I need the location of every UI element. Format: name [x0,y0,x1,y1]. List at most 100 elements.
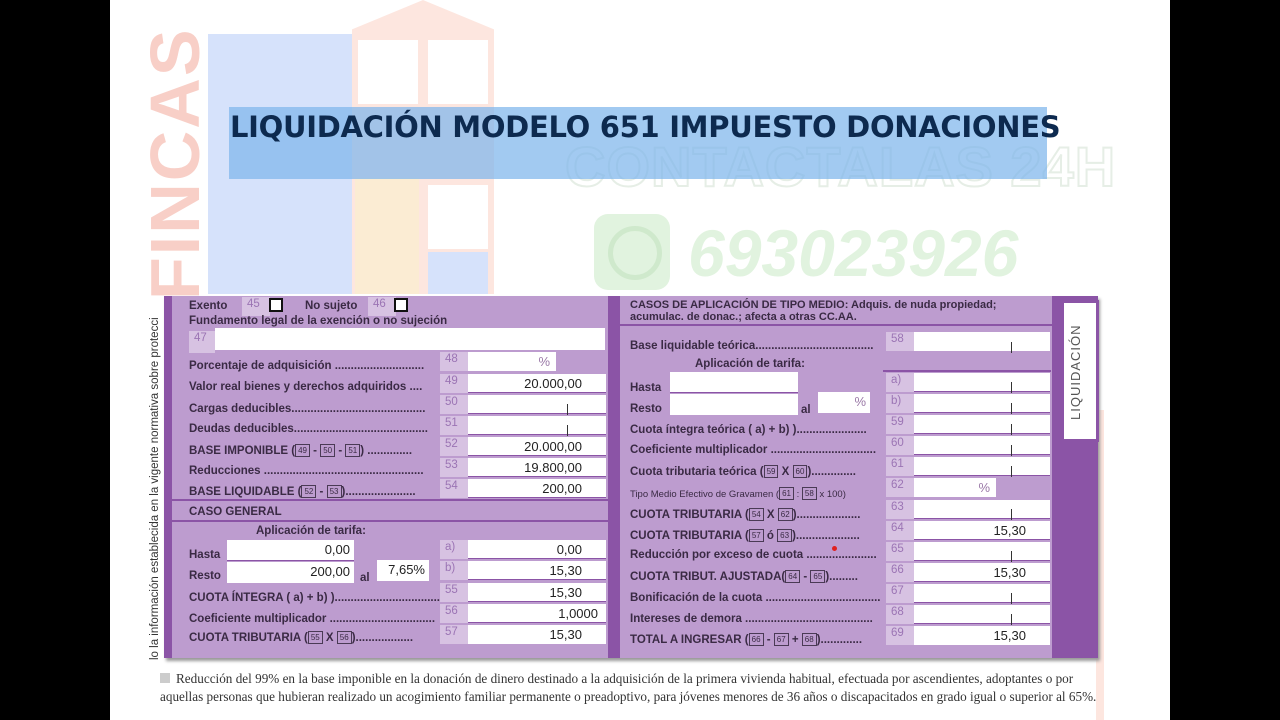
tipo-medio-header: CASOS DE APLICACIÓN DE TIPO MEDIO: Adqui… [630,299,997,323]
field-num-46: 46 [368,297,396,316]
field-value-59[interactable] [914,415,1050,435]
liquidacion-side-tab: LIQUIDACIÓN [1061,300,1099,442]
page-title: LIQUIDACIÓN MODELO 651 IMPUESTO DONACION… [230,110,1061,144]
field-value-61[interactable] [914,457,1050,477]
field-num-54: 54 [440,479,468,498]
resto-label: Resto [189,570,221,582]
field-num-60: 60 [886,436,914,455]
hasta-input[interactable]: 0,00 [227,540,354,561]
field-value-63[interactable] [914,500,1050,520]
field-value-67[interactable] [914,584,1050,604]
liquidacion-tab-label: LIQUIDACIÓN [1068,324,1083,420]
field-value-a-right[interactable] [914,373,1050,393]
caso-general-title: CASO GENERAL [189,506,282,518]
row-label-59: Cuota íntegra teórica ( a) + b) ).......… [630,424,867,436]
hasta-label: Hasta [189,549,221,561]
field-num-50: 50 [440,395,468,414]
field-num-63: 63 [886,500,914,519]
field-value-a[interactable]: 0,00 [468,540,606,559]
field-value-62[interactable]: % [914,478,996,497]
field-value-56[interactable]: 1,0000 [468,604,606,623]
row-label-66: CUOTA TRIBUT. AJUSTADA(64 - 65)......... [630,570,858,583]
row-label-48: Porcentaje de adquisición ..............… [189,360,425,372]
field-value-69[interactable]: 15,30 [914,626,1050,645]
field-value-64[interactable]: 15,30 [914,521,1050,540]
row-label-60: Coeficiente multiplicador ..............… [630,444,877,456]
slide: FINCAS CONTACTALAS 24H 693023926 LIQUIDA… [110,0,1170,720]
tipo-input[interactable]: 7,65% [377,560,429,581]
watermark-window [428,252,488,294]
field-value-50[interactable] [468,395,606,415]
field-value-55[interactable]: 15,30 [468,583,606,602]
row-label-50: Cargas deducibles.......................… [189,403,426,415]
row-label-56: Coeficiente multiplicador ..............… [189,613,436,625]
field-value-65[interactable] [914,542,1050,562]
no-sujeto-checkbox[interactable] [394,298,408,312]
field-value-49[interactable]: 20.000,00 [468,374,606,393]
row-label-57: CUOTA TRIBUTARIA (55 X 56)..............… [189,631,414,644]
watermark-brand-text: FINCAS [136,27,214,300]
aplicacion-tarifa-label: Aplicación de tarifa: [256,525,366,537]
title-banner [229,107,1047,179]
fundamento-label: Fundamento legal de la exención o no suj… [189,315,448,327]
exento-checkbox[interactable] [269,298,283,312]
field-num-55: 55 [440,583,468,602]
field-num-68: 68 [886,605,914,624]
al-label: al [360,572,370,584]
footnote-text: Reducción del 99% en la base imponible e… [160,671,1097,704]
field-value-60[interactable] [914,436,1050,456]
row-label-52: BASE IMPONIBLE (49 - 50 - 51) ..........… [189,444,413,457]
resto-input-right[interactable] [670,394,798,415]
field-num-49: 49 [440,374,468,393]
row-label-62: Tipo Medio Efectivo de Gravamen (61 : 58… [630,487,846,500]
row-label-49: Valor real bienes y derechos adquiridos … [189,381,423,393]
field-num-53: 53 [440,458,468,477]
field-num-58: 58 [886,332,914,351]
field-num-a: a) [440,540,468,559]
tipo-input-right[interactable]: % [818,392,870,413]
hasta-input-right[interactable] [670,372,798,393]
field-num-66: 66 [886,563,914,582]
porcentaje-input[interactable]: % [468,352,556,371]
row-label-67: Bonificación de la cuota ...............… [630,592,881,604]
divider [172,499,608,501]
row-label-68: Intereses de demora ....................… [630,613,873,625]
field-value-51[interactable] [468,416,606,436]
field-num-47: 47 [189,331,215,353]
row-label-54: BASE LIQUIDABLE (52 - 53)...............… [189,485,416,498]
field-value-58[interactable] [914,332,1050,353]
exento-label: Exento [189,300,228,312]
divider [172,520,608,522]
left-column: Exento 45 No sujeto 46 Fundamento legal … [172,296,608,658]
resto-input[interactable]: 200,00 [227,562,354,583]
field-num-67: 67 [886,584,914,603]
field-value-57[interactable]: 15,30 [468,625,606,644]
field-value-b-right[interactable] [914,394,1050,414]
field-num-59: 59 [886,415,914,434]
field-value-66[interactable]: 15,30 [914,563,1050,582]
no-sujeto-label: No sujeto [305,300,358,312]
row-label-51: Deudas deducibles.......................… [189,423,429,435]
field-num-69: 69 [886,626,914,645]
field-value-52[interactable]: 20.000,00 [468,437,606,456]
right-column: CASOS DE APLICACIÓN DE TIPO MEDIO: Adqui… [620,296,1052,658]
row-label-58: Base liquidable teórica.................… [630,340,874,352]
divider [883,370,1051,372]
field-value-54[interactable]: 200,00 [468,479,606,498]
row-label-65: Reducción por exceso de cuota ..........… [630,549,877,561]
field-value-53[interactable]: 19.800,00 [468,458,606,477]
field-num-61: 61 [886,457,914,476]
field-num-51: 51 [440,416,468,435]
whatsapp-icon [594,214,670,290]
watermark-door [355,178,419,294]
modelo-651-form: Exento 45 No sujeto 46 Fundamento legal … [164,296,1099,658]
row-label-63: CUOTA TRIBUTARIA (54 X 62)..............… [630,508,861,521]
field-value-68[interactable] [914,605,1050,625]
field-value-b[interactable]: 15,30 [468,561,606,580]
fundamento-input[interactable] [215,328,605,350]
side-note: lo la información establecida en la vige… [149,317,161,660]
field-num-57: 57 [440,625,468,644]
field-num-45: 45 [242,297,270,316]
field-num-64: 64 [886,521,914,540]
row-label-53: Reducciones ............................… [189,465,424,477]
